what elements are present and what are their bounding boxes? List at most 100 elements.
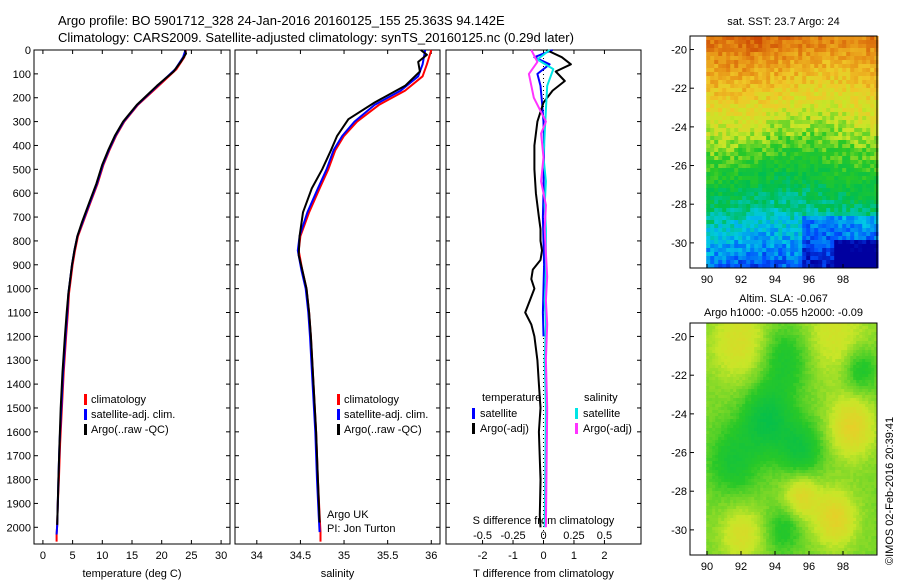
- map-cell: [822, 164, 826, 168]
- map-cell: [706, 371, 709, 374]
- map-cell: [796, 428, 799, 431]
- map-cell: [814, 52, 818, 56]
- map-cell: [750, 228, 754, 232]
- map-cell: [829, 407, 832, 410]
- map-cell: [868, 335, 871, 338]
- map-cell: [850, 208, 854, 212]
- map-cell: [793, 350, 796, 353]
- map-cell: [730, 359, 733, 362]
- map-cell: [796, 386, 799, 389]
- map-cell: [826, 156, 830, 160]
- map-cell: [802, 256, 806, 260]
- map-cell: [718, 350, 721, 353]
- map-cell: [760, 329, 763, 332]
- map-cell: [781, 341, 784, 344]
- map-cell: [850, 365, 853, 368]
- map-cell: [838, 148, 842, 152]
- map-cell: [842, 52, 846, 56]
- map-cell: [822, 112, 826, 116]
- map-cell: [818, 104, 822, 108]
- map-cell: [722, 140, 726, 144]
- map-cell: [721, 419, 724, 422]
- sst-map-title: sat. SST: 23.7 Argo: 24: [727, 16, 840, 28]
- map-cell: [844, 377, 847, 380]
- map-cell: [810, 144, 814, 148]
- map-cell: [770, 180, 774, 184]
- map-cell: [854, 252, 858, 256]
- map-cell: [842, 160, 846, 164]
- map-cell: [859, 395, 862, 398]
- map-cell: [714, 116, 718, 120]
- map-cell: [841, 362, 844, 365]
- map-cell: [822, 84, 826, 88]
- map-cell: [758, 56, 762, 60]
- map-cell: [817, 413, 820, 416]
- map-cell: [742, 108, 746, 112]
- map-cell: [750, 44, 754, 48]
- map-cell: [757, 413, 760, 416]
- map-cell: [822, 216, 826, 220]
- map-cell: [730, 220, 734, 224]
- map-cell: [865, 341, 868, 344]
- map-cell: [751, 428, 754, 431]
- map-cell: [750, 132, 754, 136]
- map-y-tick-label: -20: [671, 45, 687, 57]
- map-cell: [798, 196, 802, 200]
- map-cell: [757, 401, 760, 404]
- map-cell: [822, 256, 826, 260]
- map-cell: [746, 164, 750, 168]
- map-cell: [799, 407, 802, 410]
- map-cell: [770, 232, 774, 236]
- map-cell: [750, 256, 754, 260]
- map-cell: [774, 140, 778, 144]
- map-cell: [835, 407, 838, 410]
- legend-swatch: [337, 394, 340, 405]
- map-cell: [724, 404, 727, 407]
- map-cell: [790, 216, 794, 220]
- map-cell: [817, 407, 820, 410]
- map-cell: [790, 144, 794, 148]
- map-cell: [772, 422, 775, 425]
- map-cell: [868, 338, 871, 341]
- map-cell: [750, 112, 754, 116]
- map-cell: [826, 188, 830, 192]
- map-cell: [829, 353, 832, 356]
- map-cell: [746, 108, 750, 112]
- map-cell: [870, 220, 874, 224]
- map-cell: [854, 116, 858, 120]
- map-cell: [786, 52, 790, 56]
- map-cell: [866, 76, 870, 80]
- map-cell: [802, 188, 806, 192]
- map-cell: [834, 148, 838, 152]
- x-tick-label: 34: [251, 550, 263, 562]
- map-cell: [782, 76, 786, 80]
- map-cell: [750, 240, 754, 244]
- map-cell: [818, 248, 822, 252]
- map-cell: [710, 204, 714, 208]
- map-cell: [802, 359, 805, 362]
- map-cell: [726, 52, 730, 56]
- map-cell: [822, 260, 826, 264]
- map-cell: [730, 413, 733, 416]
- map-cell: [866, 80, 870, 84]
- map-cell: [802, 80, 806, 84]
- map-cell: [838, 156, 842, 160]
- map-cell: [782, 160, 786, 164]
- map-cell: [750, 168, 754, 172]
- map-cell: [817, 422, 820, 425]
- map-cell: [724, 389, 727, 392]
- map-cell: [794, 72, 798, 76]
- map-cell: [842, 216, 846, 220]
- map-cell: [832, 434, 835, 437]
- map-cell: [721, 392, 724, 395]
- map-cell: [782, 44, 786, 48]
- map-cell: [710, 40, 714, 44]
- map-cell: [758, 112, 762, 116]
- map-cell: [706, 88, 710, 92]
- map-cell: [760, 428, 763, 431]
- map-cell: [790, 68, 794, 72]
- map-cell: [730, 410, 733, 413]
- map-cell: [758, 52, 762, 56]
- map-cell: [714, 196, 718, 200]
- map-cell: [835, 389, 838, 392]
